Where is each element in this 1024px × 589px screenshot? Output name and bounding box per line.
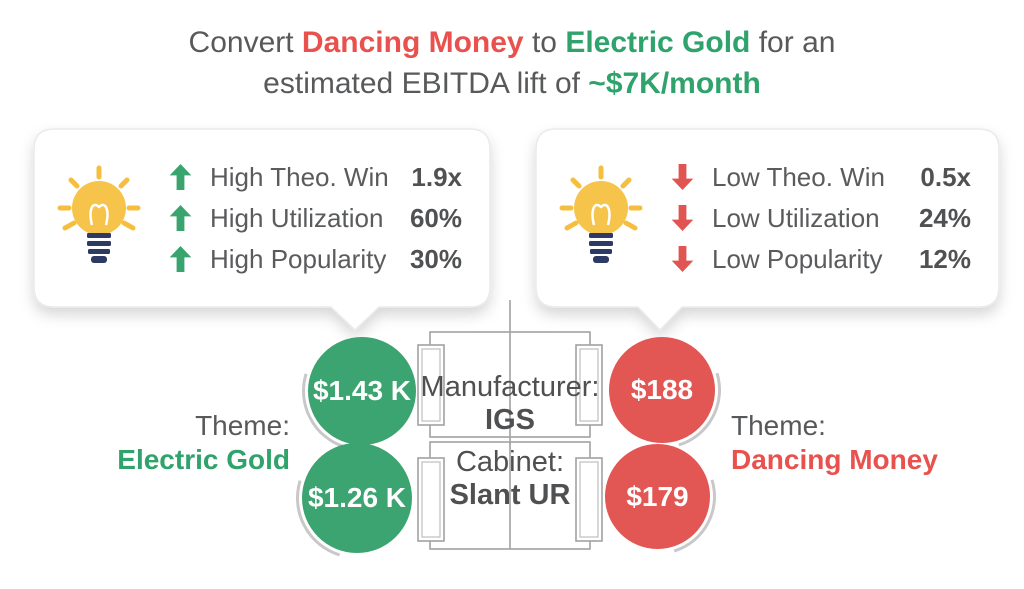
win-badge-dancing-money-bottom: $179 xyxy=(605,444,710,549)
manufacturer-value: IGS xyxy=(485,404,535,436)
theme-name-electric-gold: Electric Gold xyxy=(117,444,290,475)
badge-value: $1.26 K xyxy=(307,482,407,513)
title-segment: for an xyxy=(750,26,836,59)
metric-label: Low Popularity xyxy=(712,243,883,274)
up-arrow-icon xyxy=(169,246,192,272)
speech-bubble xyxy=(33,128,491,332)
theme-label-dancing-money: Theme: Dancing Money xyxy=(731,409,1001,477)
lightbulb-icon xyxy=(57,165,141,263)
lightbulb-icon xyxy=(559,165,643,263)
metric-row: High Theo. Win 1.9x xyxy=(169,162,462,193)
metric-row: High Popularity 30% xyxy=(169,244,462,275)
metric-label: High Theo. Win xyxy=(210,161,389,192)
metric-row: Low Popularity 12% xyxy=(671,244,971,275)
up-arrow-icon xyxy=(169,205,192,231)
metric-value: 12% xyxy=(918,243,971,274)
cabinet-block: Cabinet: Slant UR xyxy=(400,446,620,512)
speech-bubble xyxy=(535,128,1000,332)
badge-value: $179 xyxy=(626,480,689,512)
metric-row: Low Theo. Win 0.5x xyxy=(671,162,971,193)
benefits-rows: High Theo. Win 1.9x High Utilization 60%… xyxy=(169,162,462,275)
theme-label-electric-gold: Theme: Electric Gold xyxy=(75,409,290,477)
title-segment: Convert xyxy=(188,26,302,59)
metric-row: Low Utilization 24% xyxy=(671,203,971,234)
drawbacks-callout: Low Theo. Win 0.5x Low Utilization 24% L… xyxy=(535,128,1000,332)
title-segment-electric-gold: Electric Gold xyxy=(565,26,751,59)
metric-value: 0.5x xyxy=(920,161,971,192)
page-title: Convert Dancing Money to Electric Gold f… xyxy=(0,22,1024,104)
metric-value: 60% xyxy=(409,202,462,233)
metric-value: 24% xyxy=(918,202,971,233)
metric-row: High Utilization 60% xyxy=(169,203,462,234)
down-arrow-icon xyxy=(671,164,694,190)
theme-word: Theme: xyxy=(195,410,290,441)
cabinet-label: Cabinet: xyxy=(455,446,564,478)
metric-label: Low Utilization xyxy=(712,202,880,233)
title-segment: estimated EBITDA lift of xyxy=(263,67,589,100)
win-badge-electric-gold-bottom: $1.26 K xyxy=(302,443,412,553)
title-line-1: Convert Dancing Money to Electric Gold f… xyxy=(0,22,1024,63)
theme-name-dancing-money: Dancing Money xyxy=(731,444,938,475)
benefits-callout: High Theo. Win 1.9x High Utilization 60%… xyxy=(33,128,491,332)
win-badge-electric-gold-top: $1.43 K xyxy=(308,337,416,445)
up-arrow-icon xyxy=(169,164,192,190)
theme-word: Theme: xyxy=(731,410,826,441)
metric-value: 1.9x xyxy=(411,161,462,192)
metric-value: 30% xyxy=(409,243,462,274)
title-segment-ebitda-lift: ~$7K/month xyxy=(588,67,761,100)
metric-label: Low Theo. Win xyxy=(712,161,885,192)
win-badge-dancing-money-top: $188 xyxy=(609,337,715,443)
title-segment: to xyxy=(523,26,566,59)
down-arrow-icon xyxy=(671,205,694,231)
metric-label: High Popularity xyxy=(210,243,387,274)
drawbacks-callout-content: Low Theo. Win 0.5x Low Utilization 24% L… xyxy=(535,128,1000,308)
benefits-callout-content: High Theo. Win 1.9x High Utilization 60%… xyxy=(33,128,491,308)
title-line-2: estimated EBITDA lift of ~$7K/month xyxy=(0,63,1024,104)
metric-label: High Utilization xyxy=(210,202,384,233)
badge-value: $188 xyxy=(630,374,694,405)
down-arrow-icon xyxy=(671,246,694,272)
cabinet-value: Slant UR xyxy=(449,479,571,511)
drawbacks-rows: Low Theo. Win 0.5x Low Utilization 24% L… xyxy=(671,162,971,275)
badge-value: $1.43 K xyxy=(312,375,412,406)
manufacturer-block: Manufacturer: IGS xyxy=(400,371,620,437)
title-segment-dancing-money: Dancing Money xyxy=(301,26,524,59)
manufacturer-label: Manufacturer: xyxy=(420,371,600,403)
